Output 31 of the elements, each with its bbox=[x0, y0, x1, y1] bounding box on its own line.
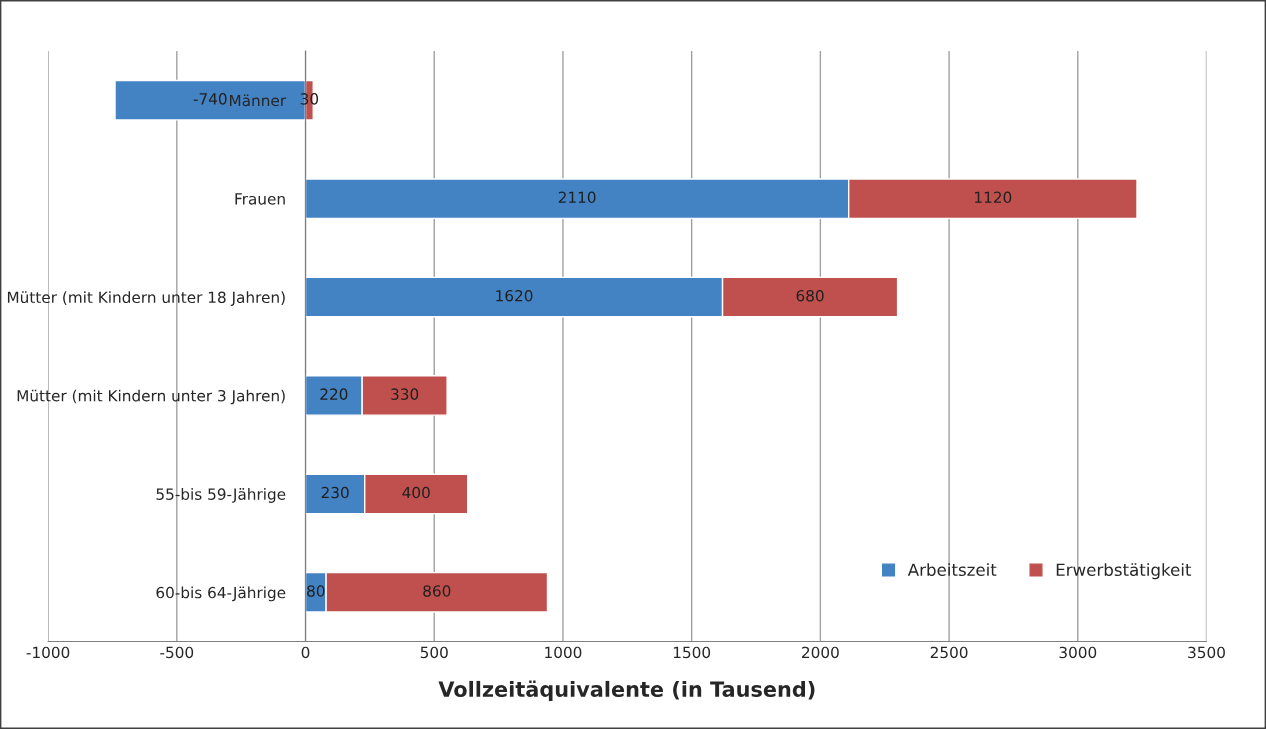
x-tick-label: 1000 bbox=[545, 646, 582, 659]
x-tick-label: 2500 bbox=[930, 646, 968, 659]
data-label: 230 bbox=[321, 486, 349, 499]
data-label: 1120 bbox=[975, 191, 1012, 204]
x-tick-label: 2000 bbox=[802, 646, 839, 659]
y-tick-label: Männer bbox=[229, 94, 287, 107]
x-tick-label: -500 bbox=[160, 646, 194, 659]
data-label: 80 bbox=[307, 585, 325, 597]
y-tick-label: Mütter (mit Kindern unter 3 Jahren) bbox=[17, 389, 285, 405]
x-tick-label: 500 bbox=[420, 646, 448, 659]
x-tick-label: 0 bbox=[301, 646, 310, 659]
data-label: -740 bbox=[193, 93, 227, 105]
x-tick-label: 3000 bbox=[1059, 646, 1097, 659]
y-tick-label: Mütter (mit Kindern unter 18 Jahren) bbox=[7, 291, 285, 306]
legend-label: Arbeitszeit bbox=[907, 563, 997, 577]
data-label: 1620 bbox=[496, 289, 533, 302]
x-tick-label: -1000 bbox=[26, 646, 70, 659]
y-tick-label: Frauen bbox=[235, 193, 285, 205]
data-label: 330 bbox=[391, 388, 419, 400]
y-tick-label: 55-bis 59-Jährige bbox=[156, 488, 286, 503]
data-label: 2110 bbox=[558, 191, 596, 204]
x-tick-label: 3500 bbox=[1188, 646, 1225, 659]
data-label: 860 bbox=[423, 585, 451, 597]
data-label: 30 bbox=[300, 93, 319, 105]
x-tick-label: 1500 bbox=[673, 646, 711, 659]
legend-label: Erwerbstätigkeit bbox=[1056, 563, 1192, 580]
data-label: 220 bbox=[320, 388, 348, 400]
data-label: 400 bbox=[402, 486, 430, 499]
y-tick-label: 60-bis 64-Jährige bbox=[156, 586, 286, 602]
data-label: 680 bbox=[796, 289, 824, 302]
x-axis-title: Vollzeitäquivalente (in Tausend) bbox=[438, 680, 815, 702]
